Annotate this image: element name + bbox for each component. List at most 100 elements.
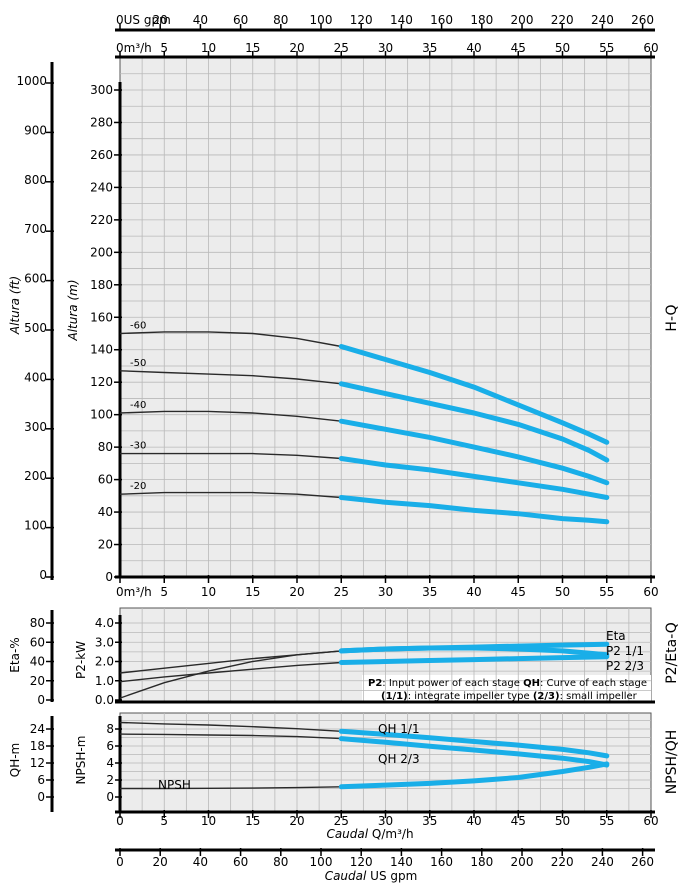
note-line-2: (1/1): integrate impeller type (2/3): sm… (381, 691, 638, 702)
x-axis-bottom-m3h-tick-label: 35 (422, 814, 437, 828)
x-axis-bottom-usgpm-tick-label: 160 (430, 855, 453, 869)
ylabel-npsh: NPSH-m (74, 736, 88, 785)
tick-label-altura-m: 140 (90, 343, 113, 357)
npsh-curve-qh-1-1-line-black (119, 721, 342, 732)
x-axis-mid-m3h-tick-label: 45 (511, 585, 526, 599)
x-axis-top-usgpm-tick-label: 120 (350, 13, 373, 27)
x-axis-top-m3h-tick-label: 25 (334, 41, 349, 55)
x-axis-bottom-m3h-tick-label: 40 (466, 814, 481, 828)
tick-label-altura-m: 260 (90, 148, 113, 162)
hq-curve-20-line-blue (338, 495, 610, 525)
tick-label-qh: 6 (37, 773, 45, 787)
x-axis-bottom-m3h-tick-label: 60 (643, 814, 658, 828)
npsh-curve-qh-2-3-line-black (119, 733, 342, 740)
x-axis-mid-m3h-tick-label: 35 (422, 585, 437, 599)
labels: 0204060801001201401601802002202402602803… (8, 13, 680, 883)
tick-label-altura-m: 280 (90, 115, 113, 129)
label-qh-1-1: QH 1/1 (378, 722, 420, 736)
ylabel-qh: QH-m (8, 743, 22, 778)
x-axis-bottom-m3h-tick-label: 25 (334, 814, 349, 828)
hq-curve-label: -30 (130, 441, 146, 452)
x-axis-bottom-usgpm-tick-label: 220 (551, 855, 574, 869)
npsh-curve-npsh-line-black (120, 786, 342, 790)
hq-curve-50-line-blue (338, 381, 610, 463)
x-axis-top-m3h-tick-label: 60 (643, 41, 658, 55)
x-axis-mid-m3h-tick-label: 55 (599, 585, 614, 599)
tick-label-altura-ft: 800 (24, 173, 47, 187)
p2eta-curve-p2-2-3-line-blue (338, 654, 610, 665)
npsh-curve-npsh-line-blue (338, 761, 610, 790)
x-axis-top-m3h-tick-label: 5 (160, 41, 168, 55)
tick-label-qh: 18 (30, 739, 45, 753)
x-axis-top-usgpm-tick-label: 40 (193, 13, 208, 27)
note-line-1: P2: Input power of each stage QH: Curve … (368, 678, 647, 689)
tick-label-altura-m: 60 (98, 473, 113, 487)
tick-label-eta: 60 (30, 635, 45, 649)
x-axis-bottom-m3h-tick-label: 10 (201, 814, 216, 828)
x-axis-mid-m3h-tick-label: 60 (643, 585, 658, 599)
x-axis-top-m3h-tick-label: 30 (378, 41, 393, 55)
x-axis-top-m3h-tick-label: 10 (201, 41, 216, 55)
tick-label-altura-ft: 200 (24, 469, 47, 483)
label-qh-2-3: QH 2/3 (378, 752, 420, 766)
x-axis-bottom-m3h-tick-label: 15 (245, 814, 260, 828)
x-axis-top-usgpm-tick-label: 60 (233, 13, 248, 27)
tick-label-altura-ft: 500 (24, 321, 47, 335)
x-axis-bottom-usgpm-tick-label: 240 (591, 855, 614, 869)
tick-label-altura-ft: 100 (24, 519, 47, 533)
tick-label-altura-m: 80 (98, 440, 113, 454)
tick-label-altura-m: 180 (90, 278, 113, 292)
xlabel-caudal-usgpm: Caudal US gpm (325, 869, 418, 883)
tick-label-npsh: 2 (106, 773, 114, 787)
x-axis-top-m3h-tick-label: 35 (422, 41, 437, 55)
tick-label-eta: 0 (37, 693, 45, 707)
x-axis-mid-m3h-tick-label: 25 (334, 585, 349, 599)
curves (119, 331, 610, 790)
tick-label-eta: 20 (30, 674, 45, 688)
tick-label-altura-ft: 300 (24, 420, 47, 434)
x-axis-top-m3h-tick-label: 15 (245, 41, 260, 55)
x-axis-top-m3h-tick-label: 20 (289, 41, 304, 55)
x-axis-mid-m3h-tick-label: 40 (466, 585, 481, 599)
x-axis-mid-m3h-tick-label: 10 (201, 585, 216, 599)
ylabel-altura-ft: Altura (ft) (8, 276, 22, 335)
x-axis-bottom-usgpm-tick-label: 100 (310, 855, 333, 869)
x-axis-bottom-usgpm-tick-label: 260 (631, 855, 654, 869)
tick-label-npsh: 6 (106, 739, 114, 753)
tick-label-p2: 0.0 (95, 693, 114, 707)
tick-label-npsh: 4 (106, 756, 114, 770)
ylabel-eta: Eta-% (8, 637, 22, 672)
x-axis-top-m3h-tick-label: 50 (555, 41, 570, 55)
x-axis-bottom-m3h-tick-label: 55 (599, 814, 614, 828)
tick-label-altura-ft: 900 (24, 123, 47, 137)
x-axis-top-usgpm-tick-label: 240 (591, 13, 614, 27)
x-axis-top-m3h-tick-label: 55 (599, 41, 614, 55)
tick-label-altura-ft: 400 (24, 370, 47, 384)
tick-label-npsh: 8 (106, 722, 114, 736)
side-label-p2eta: P2/Eta-Q (664, 622, 680, 684)
p2eta-curve-p2-2-3-line-black (119, 661, 342, 683)
tick-label-altura-ft: 1000 (16, 74, 47, 88)
tick-label-p2: 2.0 (95, 655, 114, 669)
tick-label-altura-m: 20 (98, 538, 113, 552)
tick-label-qh: 12 (30, 756, 45, 770)
tick-label-altura-m: 40 (98, 505, 113, 519)
tick-label-qh: 0 (37, 790, 45, 804)
x-axis-bottom-m3h-tick-label: 30 (378, 814, 393, 828)
x-axis-bottom-m3h-tick-label: 45 (511, 814, 526, 828)
tick-label-p2: 3.0 (95, 635, 114, 649)
x-axis-bottom-usgpm-tick-label: 80 (273, 855, 288, 869)
tick-label-altura-m: 160 (90, 310, 113, 324)
axes (46, 24, 655, 856)
tick-label-npsh: 0 (106, 790, 114, 804)
x-axis-bottom-usgpm-tick-label: 120 (350, 855, 373, 869)
p2eta-curve-p2-1-1-line-blue (338, 641, 610, 654)
note-box (362, 675, 651, 702)
hq-curve-20-line-black (119, 491, 342, 499)
x-axis-bottom-m3h-tick-label: 20 (289, 814, 304, 828)
tick-label-qh: 24 (30, 722, 45, 736)
hq-curve-50-line-black (119, 370, 342, 385)
tick-label-altura-m: 100 (90, 408, 113, 422)
npsh-curve-qh-2-3-line-blue (338, 736, 610, 768)
